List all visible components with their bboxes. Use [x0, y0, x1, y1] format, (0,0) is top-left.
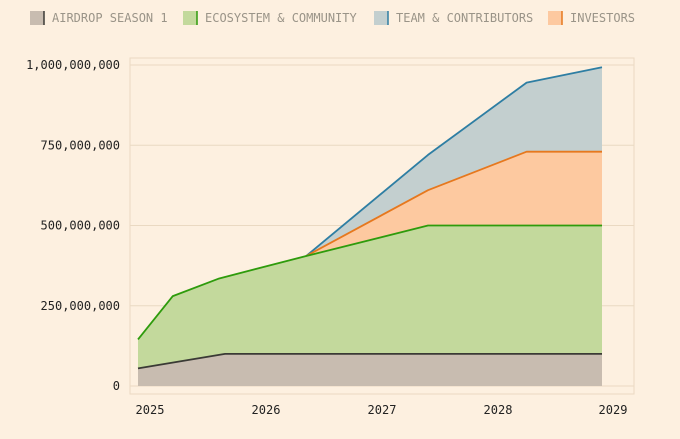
legend-label: AIRDROP SEASON 1: [52, 11, 168, 25]
legend-item: INVESTORS: [548, 11, 635, 25]
area-team-contributors: [306, 67, 602, 256]
x-axis: 2025 2026 2027 2028 2029: [136, 403, 628, 417]
line-airdrop-season-1: [137, 353, 602, 370]
y-tick-label: 750,000,000: [41, 138, 120, 152]
y-tick-label: 250,000,000: [41, 299, 120, 313]
chart-legend: AIRDROP SEASON 1 ECOSYSTEM & COMMUNITY TEA…: [30, 11, 635, 25]
legend-swatch: [548, 11, 562, 25]
x-tick-label: 2026: [252, 403, 281, 417]
area-ecosystem-community: [138, 225, 602, 369]
y-axis: 0 250,000,000 500,000,000 750,000,000 1,000,…: [26, 58, 120, 393]
line-team-contributors: [305, 66, 603, 257]
legend-label: ECOSYSTEM & COMMUNITY: [205, 11, 357, 25]
y-tick-label: 0: [113, 379, 120, 393]
y-tick-label: 500,000,000: [41, 219, 120, 233]
x-tick-label: 2025: [136, 403, 165, 417]
area-series: [138, 67, 602, 386]
legend-swatch: [30, 11, 44, 25]
x-tick-label: 2029: [599, 403, 628, 417]
area-investors: [306, 151, 602, 256]
legend-item: TEAM & CONTRIBUTORS: [374, 11, 533, 25]
legend-label: TEAM & CONTRIBUTORS: [396, 11, 533, 25]
legend-item: AIRDROP SEASON 1: [30, 11, 168, 25]
series-lines: [137, 66, 603, 370]
x-tick-label: 2027: [368, 403, 397, 417]
legend-swatch: [374, 11, 388, 25]
line-investors: [305, 150, 602, 257]
legend-item: ECOSYSTEM & COMMUNITY: [183, 11, 357, 25]
legend-swatch: [183, 11, 197, 25]
line-ecosystem-community: [137, 224, 602, 341]
x-tick-label: 2028: [484, 403, 513, 417]
area-airdrop-season-1: [138, 353, 602, 386]
y-tick-label: 1,000,000,000: [26, 58, 120, 72]
legend-label: INVESTORS: [570, 11, 635, 25]
